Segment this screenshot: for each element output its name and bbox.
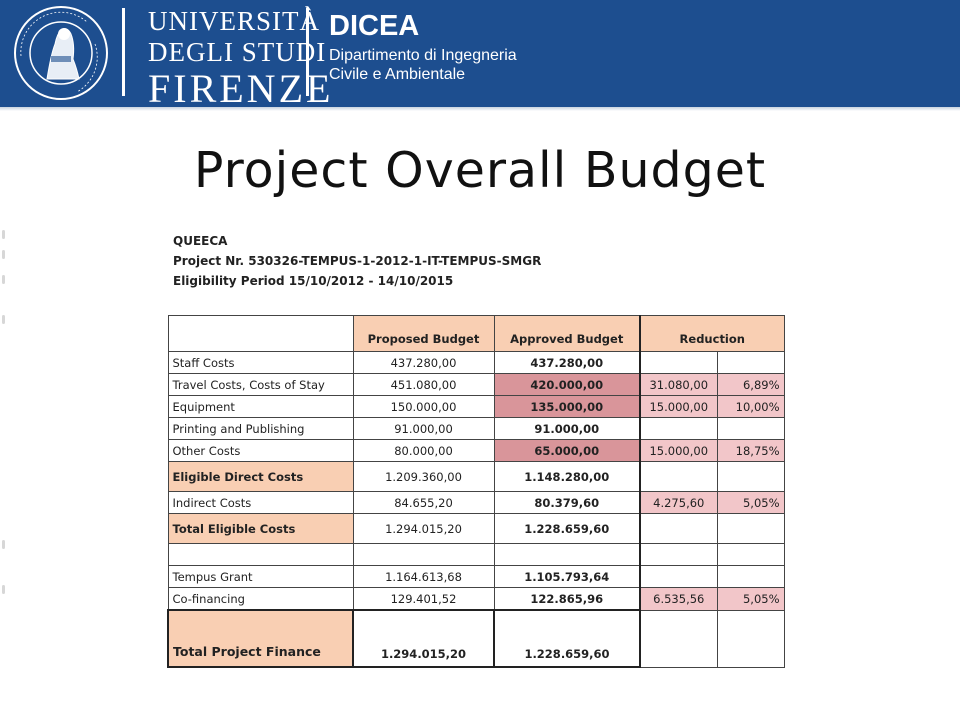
project-info: QUEECA Project Nr. 530326-TEMPUS-1-2012-… <box>173 231 541 291</box>
reduction-percent <box>716 417 785 440</box>
university-seal-logo <box>14 6 108 100</box>
table-row: Indirect Costs 84.655,20 80.379,60 4.275… <box>167 491 785 514</box>
table-row: Tempus Grant 1.164.613,68 1.105.793,64 <box>167 565 785 588</box>
row-label: Printing and Publishing <box>167 417 354 440</box>
approved-value: 122.865,96 <box>493 587 641 611</box>
row-label: Staff Costs <box>167 351 354 374</box>
approved-value: 1.148.280,00 <box>493 461 641 492</box>
reduction-percent: 18,75% <box>716 439 785 462</box>
university-line2: DEGLI STUDI <box>148 37 327 67</box>
table-row: Total Eligible Costs 1.294.015,20 1.228.… <box>167 513 785 544</box>
reduction-amount: 15.000,00 <box>639 395 718 418</box>
dept-name: Dipartimento di Ingegneria Civile e Ambi… <box>329 46 517 84</box>
approved-value: 1.228.659,60 <box>493 513 641 544</box>
table-row: Other Costs 80.000,00 65.000,00 15.000,0… <box>167 439 785 462</box>
approved-value: 91.000,00 <box>493 417 641 440</box>
reduction-amount <box>639 351 718 374</box>
university-line3: FIRENZE <box>148 66 334 111</box>
table-row: Travel Costs, Costs of Stay 451.080,00 4… <box>167 373 785 396</box>
reduction-percent: 10,00% <box>716 395 785 418</box>
row-label: Co-financing <box>167 587 354 611</box>
row-label: Total Eligible Costs <box>167 513 354 544</box>
approved-value <box>493 543 641 566</box>
proposed-value: 1.294.015,20 <box>352 513 495 544</box>
proposed-value: 1.209.360,00 <box>352 461 495 492</box>
reduction-amount: 4.275,60 <box>639 491 718 514</box>
table-row: Co-financing 129.401,52 122.865,96 6.535… <box>167 587 785 611</box>
reduction-percent <box>716 609 785 668</box>
table-row-total: Total Project Finance 1.294.015,20 1.228… <box>167 609 785 668</box>
dept-line2: Civile e Ambientale <box>329 66 466 83</box>
proposed-value: 1.294.015,20 <box>352 609 495 668</box>
reduction-amount <box>639 543 718 566</box>
table-row: Printing and Publishing 91.000,00 91.000… <box>167 417 785 440</box>
approved-value: 1.228.659,60 <box>493 609 641 668</box>
header-divider <box>306 8 309 96</box>
header-shadow <box>0 107 960 111</box>
header-label-cell <box>167 315 354 352</box>
reduction-percent: 5,05% <box>716 491 785 514</box>
reduction-amount <box>639 513 718 544</box>
row-label: Eligible Direct Costs <box>167 461 354 492</box>
table-row <box>167 543 785 566</box>
project-number: Project Nr. 530326-TEMPUS-1-2012-1-IT-TE… <box>173 254 542 268</box>
reduction-amount <box>639 417 718 440</box>
approved-value: 80.379,60 <box>493 491 641 514</box>
header-proposed-budget: Proposed Budget <box>352 315 495 352</box>
proposed-value: 150.000,00 <box>352 395 495 418</box>
dept-acronym: DICEA <box>329 10 420 42</box>
reduction-percent <box>716 565 785 588</box>
reduction-percent: 6,89% <box>716 373 785 396</box>
reduction-amount <box>639 565 718 588</box>
proposed-value: 437.280,00 <box>352 351 495 374</box>
approved-value: 437.280,00 <box>493 351 641 374</box>
slide-edge-marks <box>0 225 8 605</box>
proposed-value: 84.655,20 <box>352 491 495 514</box>
reduction-amount <box>639 609 718 668</box>
reduction-percent <box>716 351 785 374</box>
reduction-amount: 31.080,00 <box>639 373 718 396</box>
eligibility-period: Eligibility Period 15/10/2012 - 14/10/20… <box>173 274 454 288</box>
row-label: Tempus Grant <box>167 565 354 588</box>
budget-table: Proposed Budget Approved Budget Reductio… <box>167 315 785 668</box>
university-line1: UNIVERSITÀ <box>148 6 320 36</box>
dept-line1: Dipartimento di Ingegneria <box>329 47 517 64</box>
approved-value: 65.000,00 <box>493 439 641 462</box>
table-header-row: Proposed Budget Approved Budget Reductio… <box>167 315 785 352</box>
table-row: Staff Costs 437.280,00 437.280,00 <box>167 351 785 374</box>
reduction-percent <box>716 461 785 492</box>
proposed-value: 1.164.613,68 <box>352 565 495 588</box>
proposed-value: 80.000,00 <box>352 439 495 462</box>
reduction-amount: 6.535,56 <box>639 587 718 611</box>
table-row: Equipment 150.000,00 135.000,00 15.000,0… <box>167 395 785 418</box>
approved-value: 1.105.793,64 <box>493 565 641 588</box>
header-reduction: Reduction <box>638 315 785 352</box>
proposed-value: 91.000,00 <box>352 417 495 440</box>
reduction-percent <box>716 513 785 544</box>
row-label: Indirect Costs <box>167 491 354 514</box>
row-label: Total Project Finance <box>167 609 354 668</box>
project-acronym: QUEECA <box>173 234 228 248</box>
row-label: Equipment <box>167 395 354 418</box>
approved-value: 420.000,00 <box>493 373 641 396</box>
reduction-amount <box>639 461 718 492</box>
table-row: Eligible Direct Costs 1.209.360,00 1.148… <box>167 461 785 492</box>
university-name: UNIVERSITÀ DEGLI STUDI FIRENZE <box>148 6 334 111</box>
slide-title: Project Overall Budget <box>193 142 767 199</box>
reduction-percent: 5,05% <box>716 587 785 611</box>
header-divider <box>122 8 125 96</box>
approved-value: 135.000,00 <box>493 395 641 418</box>
row-label <box>167 543 354 566</box>
row-label: Other Costs <box>167 439 354 462</box>
proposed-value: 129.401,52 <box>352 587 495 611</box>
proposed-value: 451.080,00 <box>352 373 495 396</box>
header-approved-budget: Approved Budget <box>493 315 641 352</box>
reduction-amount: 15.000,00 <box>639 439 718 462</box>
reduction-percent <box>716 543 785 566</box>
proposed-value <box>352 543 495 566</box>
header-band: UNIVERSITÀ DEGLI STUDI FIRENZE DICEA Dip… <box>0 0 960 111</box>
row-label: Travel Costs, Costs of Stay <box>167 373 354 396</box>
